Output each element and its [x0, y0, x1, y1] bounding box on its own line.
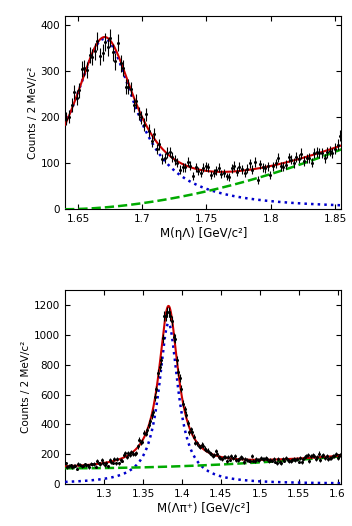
X-axis label: M(ηΛ) [GeV/c²]: M(ηΛ) [GeV/c²] [159, 227, 247, 240]
Y-axis label: Counts / 2 MeV/c²: Counts / 2 MeV/c² [21, 341, 31, 433]
Y-axis label: Counts / 2 MeV/c²: Counts / 2 MeV/c² [28, 66, 38, 159]
X-axis label: M(Λπ⁺) [GeV/c²]: M(Λπ⁺) [GeV/c²] [157, 502, 250, 514]
